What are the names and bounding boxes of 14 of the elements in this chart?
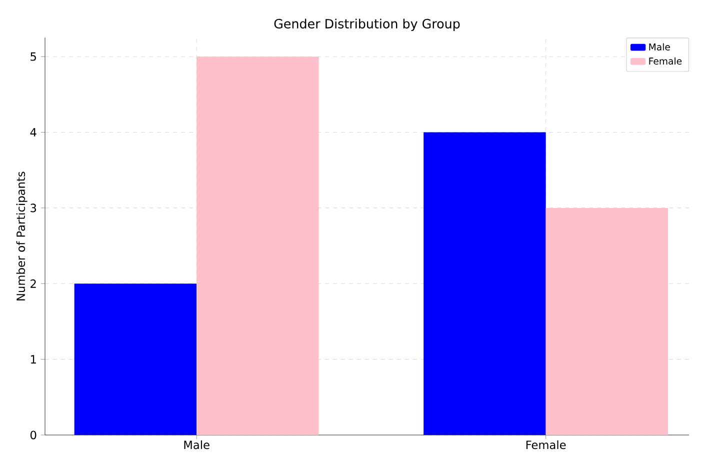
y-tick-label: 4 (30, 128, 36, 136)
y-tick-label: 5 (30, 52, 36, 61)
legend-label: Female (649, 57, 682, 65)
bar (196, 56, 319, 436)
y-tick-label: 0 (30, 430, 36, 440)
y-axis-title: Number of Participants (16, 172, 28, 300)
bar (424, 132, 546, 436)
bar (546, 208, 668, 436)
chart-title: Gender Distribution by Group (274, 18, 460, 31)
y-tick-label: 2 (30, 279, 36, 288)
y-tick-label: 1 (31, 355, 36, 364)
y-tick-label: 3 (30, 204, 36, 212)
bar (74, 284, 197, 436)
legend-label: Male (649, 43, 670, 51)
